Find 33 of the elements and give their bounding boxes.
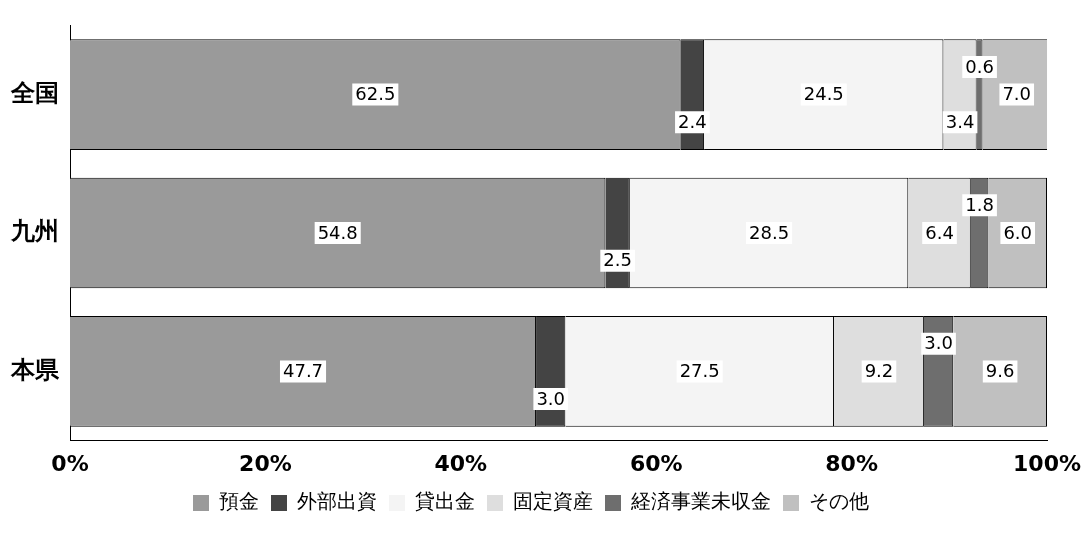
data-label: 54.8 [317,221,358,243]
legend-label: 固定資産 [513,489,593,514]
x-tick-label: 20% [239,450,292,476]
data-label: 1.8 [965,193,994,215]
legend-label: その他 [809,489,869,514]
data-label: 28.5 [749,221,790,243]
data-label: 3.0 [536,387,566,409]
y-tick-label: 本県 [10,355,60,384]
x-tick-label: 40% [434,450,488,476]
data-label: 6.4 [925,221,954,243]
legend-label: 外部出資 [297,489,377,514]
x-tick-label: 0% [51,450,89,476]
legend-label: 経済事業未収金 [630,489,771,514]
data-label: 47.7 [282,360,324,382]
data-label: 2.5 [603,249,632,271]
x-tick-label: 60% [629,450,683,476]
data-label: 9.6 [985,360,1015,382]
data-label: 2.4 [678,110,707,132]
legend-label: 貸出金 [415,489,475,514]
data-label: 6.0 [1003,221,1033,243]
data-label: 3.4 [945,110,975,132]
data-label: 7.0 [1002,83,1032,105]
x-tick-label: 100% [1013,450,1081,476]
data-label: 62.5 [355,83,396,105]
x-tick-label: 80% [825,450,878,476]
y-tick-label: 九州 [10,217,59,246]
data-label: 9.2 [864,360,894,382]
data-label: 27.5 [679,360,720,382]
legend-label: 預金 [219,489,259,514]
data-label: 24.5 [803,83,844,105]
data-label: 0.6 [965,55,994,77]
data-label: 3.0 [924,332,953,354]
y-tick-label: 全国 [10,78,59,107]
